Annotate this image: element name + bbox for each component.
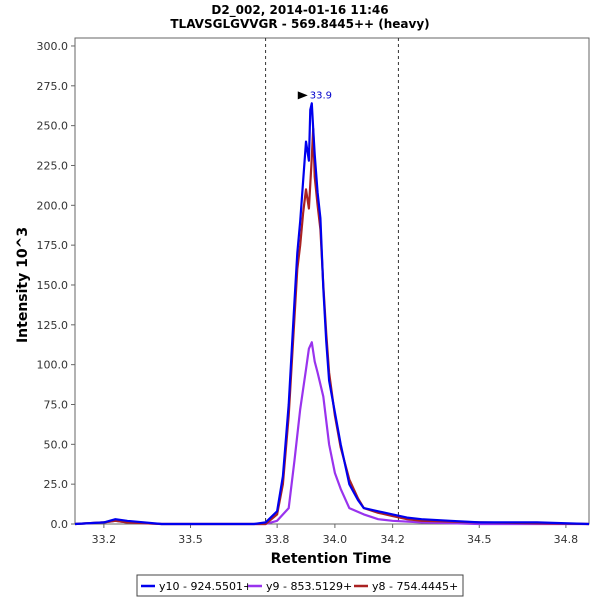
y-tick-label: 250.0: [37, 120, 69, 133]
legend-entry: y10 - 924.5501+: [159, 580, 252, 593]
y-axis-label: Intensity 10^3: [15, 227, 31, 343]
y-tick-label: 50.0: [44, 438, 69, 451]
x-axis-label: Retention Time: [271, 551, 392, 567]
legend: y10 - 924.5501+ y9 - 853.5129+ y8 - 754.44…: [136, 574, 464, 597]
series-line-y8: [74, 127, 590, 526]
y-tick-label: 125.0: [37, 319, 69, 332]
series-line-y10: [74, 102, 590, 526]
x-tick-label: 34.2: [380, 533, 405, 546]
y-tick-label: 25.0: [44, 478, 69, 491]
y-tick-label: 100.0: [37, 359, 69, 372]
x-tick-label: 33.2: [92, 533, 117, 546]
x-tick-label: 34.0: [323, 533, 348, 546]
x-tick-label: 34.8: [554, 533, 579, 546]
y-tick-label: 150.0: [37, 279, 69, 292]
y-tick-label: 0.0: [51, 518, 69, 531]
y-tick-label: 275.0: [37, 80, 69, 93]
x-tick-label: 33.8: [265, 533, 290, 546]
legend-entry: y8 - 754.4445+: [372, 580, 458, 593]
peak-marker-icon: [297, 91, 308, 100]
y-tick-label: 75.0: [44, 398, 69, 411]
y-axis: 0.0 25.0 50.0 75.0 100.0 125.0 150.0 175.0 200.0…: [37, 40, 75, 531]
y-tick-label: 200.0: [37, 199, 69, 212]
chart-title: D2_002, 2014-01-16 11:46: [211, 3, 388, 18]
plot-area: [74, 37, 590, 525]
legend-box: [136, 574, 464, 597]
series-layer: [74, 102, 590, 526]
series-line-y9: [74, 341, 589, 526]
x-tick-label: 33.5: [178, 533, 203, 546]
peak-label: 33.9: [310, 90, 332, 101]
x-tick-label: 34.5: [467, 533, 492, 546]
legend-entry: y9 - 853.5129+: [266, 580, 352, 593]
y-tick-label: 300.0: [37, 40, 69, 53]
y-tick-label: 175.0: [37, 239, 69, 252]
y-tick-label: 225.0: [37, 159, 69, 172]
chart-subtitle: TLAVSGLGVVGR - 569.8445++ (heavy): [170, 17, 429, 31]
x-axis: 33.2 33.5 33.8 34.0 34.2 34.5 34.8: [92, 524, 579, 546]
peak-annotation: 33.9: [297, 90, 332, 101]
integration-boundaries: [265, 38, 399, 524]
